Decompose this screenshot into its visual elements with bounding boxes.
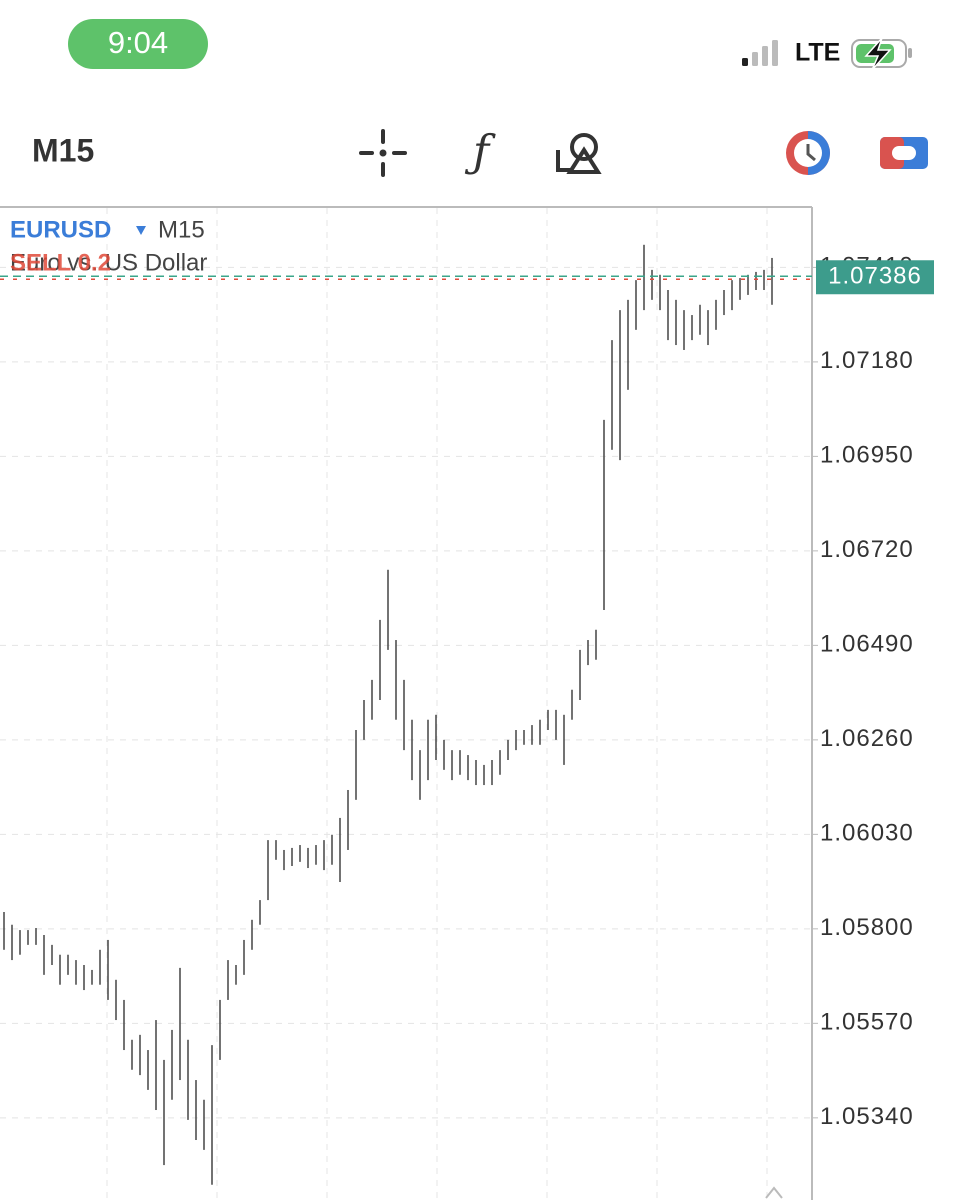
symbol-description: Euro vs. US Dollar bbox=[10, 249, 207, 276]
y-tick-label: 1.06720 bbox=[820, 536, 914, 563]
scroll-marker bbox=[765, 1186, 783, 1199]
objects-icon[interactable] bbox=[556, 133, 602, 174]
history-icon[interactable] bbox=[786, 131, 830, 175]
y-tick-label: 1.06030 bbox=[820, 820, 914, 847]
y-tick-label: 1.06260 bbox=[820, 725, 914, 752]
battery bbox=[851, 37, 912, 71]
price-axis: 1.074101.071801.069501.067201.064901.062… bbox=[0, 253, 934, 1130]
vertical-grid bbox=[106, 208, 768, 1200]
current-price: 1.07386 bbox=[828, 263, 922, 290]
crosshair-icon[interactable] bbox=[359, 129, 407, 177]
y-tick-label: 1.05340 bbox=[820, 1103, 914, 1130]
order-label: SELL 0.2 bbox=[10, 249, 111, 276]
symbol-dropdown[interactable] bbox=[136, 226, 146, 235]
timeframe-button[interactable]: M15 bbox=[32, 132, 94, 168]
price-label-box bbox=[816, 260, 934, 295]
indicators-icon[interactable]: ƒ bbox=[464, 127, 496, 178]
horizontal-grid bbox=[0, 266, 812, 1119]
y-tick-label: 1.07180 bbox=[820, 347, 914, 374]
chart-timeframe: M15 bbox=[158, 216, 205, 243]
clock: 9:04 bbox=[108, 25, 168, 60]
y-tick-label: 1.05570 bbox=[820, 1009, 914, 1036]
time-pill bbox=[68, 19, 208, 69]
trade-icon[interactable] bbox=[880, 137, 928, 169]
y-tick-label: 1.06950 bbox=[820, 442, 914, 469]
price-bars bbox=[3, 244, 773, 1185]
network: LTE bbox=[795, 39, 840, 67]
y-tick-label: 1.06490 bbox=[820, 631, 914, 658]
symbol[interactable]: EURUSD bbox=[10, 216, 111, 243]
y-tick-label: 1.05800 bbox=[820, 914, 914, 941]
signal bbox=[742, 40, 778, 66]
